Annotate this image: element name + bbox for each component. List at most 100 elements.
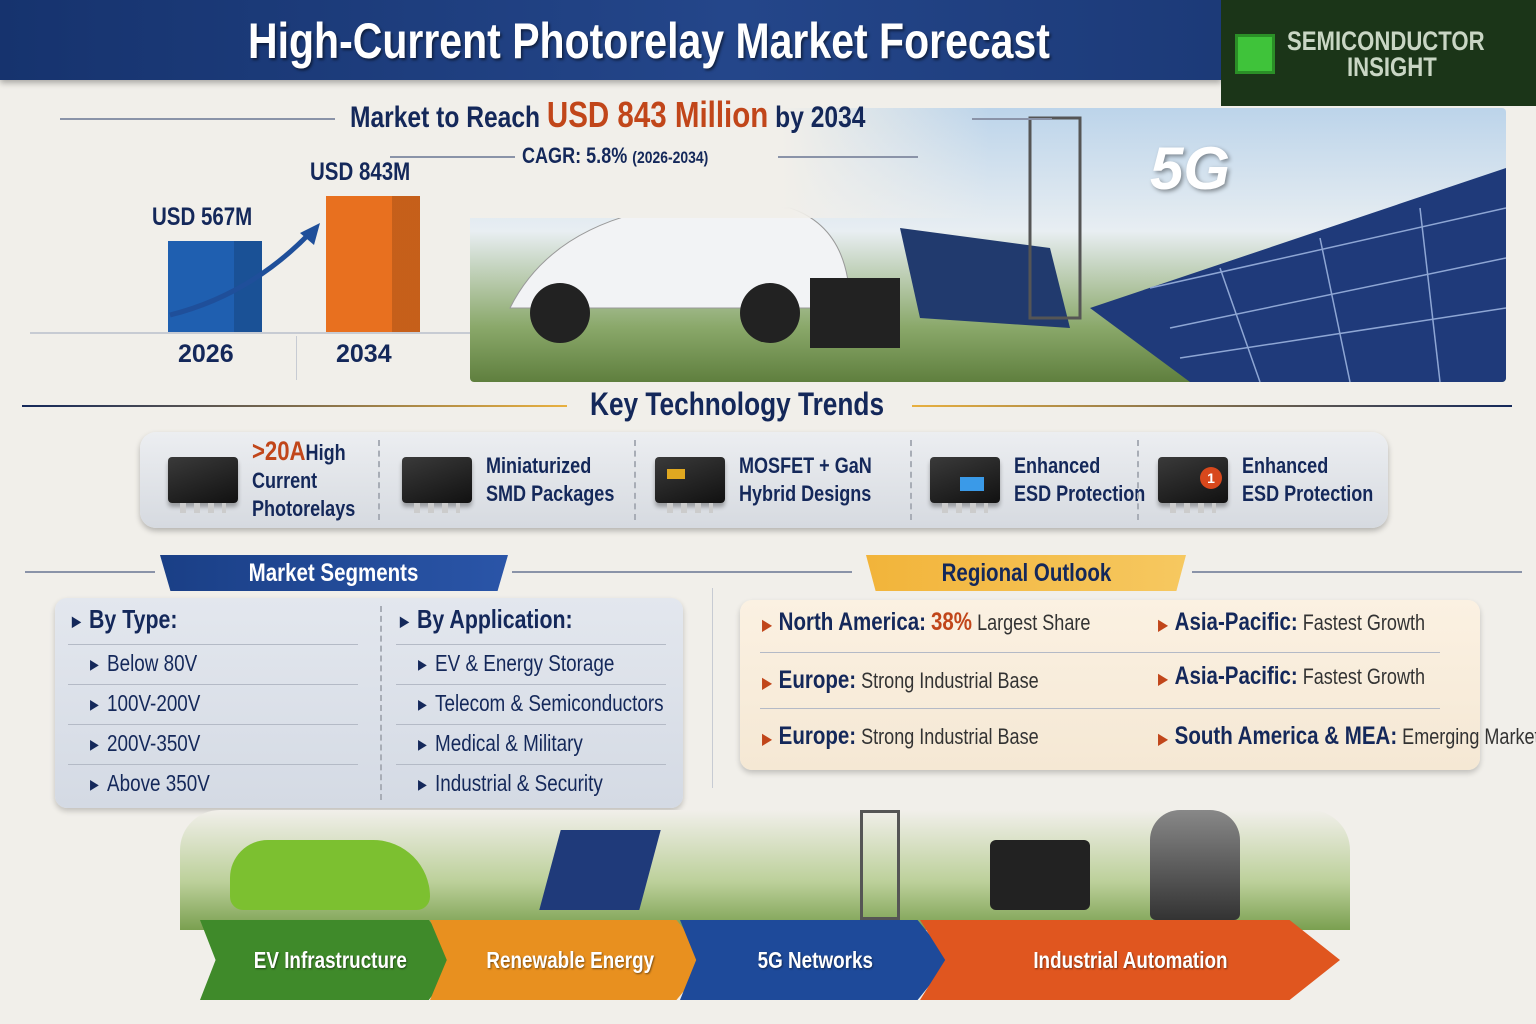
list-item: ▶ Industrial & Security: [418, 770, 643, 797]
cagr-value: 5.8%: [586, 143, 628, 168]
ev-car-icon: [230, 840, 430, 910]
application-arrow-2: 5G Networks: [680, 920, 950, 1000]
tower-icon: [860, 810, 900, 920]
divider: [390, 156, 515, 158]
application-label: Renewable Energy: [486, 946, 654, 973]
separator: [634, 440, 636, 520]
region-note: Fastest Growth: [1302, 664, 1426, 689]
region-name: Asia-Pacific:: [1174, 608, 1298, 636]
divider: [778, 156, 918, 158]
region-content: ▶ South America & MEA: Emerging Markets: [1158, 722, 1536, 751]
badge-number: 1: [1200, 467, 1222, 489]
region-content: ▶ Asia-Pacific: Fastest Growth: [1158, 608, 1426, 636]
list-item-label: 100V-200V: [107, 690, 201, 716]
list-item-label: Medical & Military: [435, 730, 583, 756]
growth-arrow-icon: [169, 223, 320, 318]
bar-value-text: USD 567M: [152, 202, 253, 231]
region-item: ▶ North America: 38% Largest Share: [762, 608, 1162, 637]
region-name: South America & MEA:: [1174, 722, 1398, 750]
logo: SEMICONDUCTOR INSIGHT: [1221, 0, 1536, 106]
list-item-content: ▶ Telecom & Semiconductors: [418, 690, 664, 716]
region-name: North America:: [778, 608, 926, 636]
5g-badge: 5G: [1150, 135, 1231, 202]
list-item-content: ▶ Medical & Military: [418, 730, 583, 756]
application-arrow-3: Industrial Automation: [920, 920, 1340, 1000]
application-label: Industrial Automation: [1032, 946, 1228, 973]
region-item: ▶ Europe: Strong Industrial Base: [762, 722, 1099, 751]
headline-suffix: by 2034: [775, 101, 866, 134]
separator: [378, 440, 380, 520]
region-content: ▶ North America: 38% Largest Share: [762, 608, 1091, 636]
bar-value-label: USD 843M: [310, 158, 432, 187]
region-name: Asia-Pacific:: [1174, 662, 1298, 690]
list-item: ▶ 200V-350V: [90, 730, 225, 757]
esd-shield-chip-icon: 1: [1158, 457, 1228, 513]
trends-panel: >20AHigh Current Photorelays Miniaturized S…: [140, 432, 1388, 528]
headline: Market to Reach USD 843 Million by 2034: [350, 94, 979, 136]
separator: [1137, 440, 1139, 520]
cagr-period: (2026-2034): [632, 148, 709, 167]
list-item-content: ▶ 200V-350V: [90, 730, 201, 756]
list-item-label: Industrial & Security: [435, 770, 603, 796]
solar-panels-icon: [509, 116, 1506, 382]
row-divider: [396, 764, 666, 765]
region-item: ▶ Asia-Pacific: Fastest Growth: [1158, 662, 1484, 691]
photorelay-chip-icon: [168, 457, 238, 513]
list-item: ▶ EV & Energy Storage: [418, 650, 657, 677]
region-note: Strong Industrial Base: [861, 724, 1039, 749]
divider: [712, 588, 713, 788]
esd-chip-icon: [930, 457, 1000, 513]
trend-highlight: >20A: [252, 436, 306, 466]
cagr-label: CAGR:: [522, 143, 582, 168]
row-divider: [396, 684, 666, 685]
row-divider: [760, 652, 1440, 653]
trend-esd-2: 1 Enhanced ESD Protection: [1158, 432, 1402, 528]
by_application-heading: ▶ By Application:: [400, 604, 573, 634]
region-note: Fastest Growth: [1302, 610, 1426, 635]
separator: [910, 440, 912, 520]
region-item: ▶ Asia-Pacific: Fastest Growth: [1158, 608, 1484, 637]
row-divider: [68, 764, 358, 765]
relay-chip-icon: [990, 840, 1090, 910]
list-item: ▶ Above 350V: [90, 770, 236, 797]
trend-mosfet-gan: MOSFET + GaN Hybrid Designs: [655, 432, 901, 528]
robot-arm-icon: [1150, 810, 1240, 920]
list-item-content: ▶ Below 80V: [90, 650, 198, 676]
application-arrow-1: Renewable Energy: [430, 920, 710, 1000]
cagr: CAGR: 5.8% (2026-2034): [522, 143, 749, 169]
application-label: EV Infrastructure: [253, 946, 407, 973]
chip-logo-icon: [1235, 34, 1275, 74]
by_type-heading: ▶ By Type:: [72, 604, 178, 634]
regional-ribbon: Regional Outlook: [866, 555, 1186, 591]
list-item-label: Below 80V: [107, 650, 198, 676]
charger-icon: [810, 278, 900, 348]
list-item: ▶ 100V-200V: [90, 690, 225, 717]
row-divider: [68, 724, 358, 725]
row-divider: [396, 724, 666, 725]
list-item: ▶ Below 80V: [90, 650, 221, 677]
list-item-label: 200V-350V: [107, 730, 201, 756]
logo-line1: SEMICONDUCTOR: [1287, 26, 1485, 56]
x-tick-label: 2026: [178, 340, 234, 368]
divider: [972, 118, 1052, 120]
list-item-content: ▶ 100V-200V: [90, 690, 201, 716]
page-title: High-Current Photorelay Market Forecast: [248, 12, 1226, 70]
title-banner: [0, 0, 1222, 80]
list-item-content: ▶ EV & Energy Storage: [418, 650, 615, 676]
hybrid-chip-icon: [655, 457, 725, 513]
headline-highlight: USD 843 Million: [546, 94, 769, 135]
heading-text: By Application:: [417, 604, 573, 634]
divider: [1192, 571, 1522, 573]
heading-text: By Type:: [89, 604, 178, 634]
row-divider: [396, 644, 666, 645]
trend-esd-1: Enhanced ESD Protection: [930, 432, 1174, 528]
divider: [25, 571, 155, 573]
region-name: Europe:: [778, 722, 857, 750]
row-divider: [760, 708, 1440, 709]
applications-banner: EV Infrastructure Renewable Energy 5G Netw…: [180, 810, 1350, 1010]
divider: [60, 118, 335, 120]
hero-illustration: 5G: [470, 108, 1506, 382]
list-item-label: Telecom & Semiconductors: [435, 690, 664, 716]
cell-tower-icon: [1028, 116, 1082, 320]
page-title-text: High-Current Photorelay Market Forecast: [248, 13, 1050, 69]
